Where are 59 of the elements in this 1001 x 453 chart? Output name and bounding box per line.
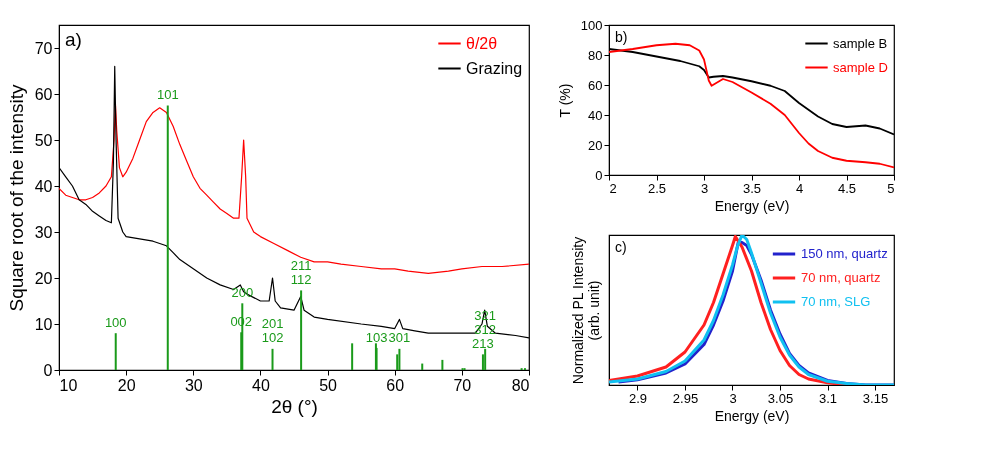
x-tick-label: 3 (729, 390, 737, 406)
x-tick-label: 40 (252, 376, 270, 394)
x-tick-label: 3.15 (862, 390, 889, 406)
y-tick-label: 0 (595, 167, 603, 183)
y-tick-label: 30 (34, 223, 53, 241)
legend-label: θ/2θ (466, 34, 498, 52)
annotation: 301 (388, 330, 411, 346)
y-tick-label: 40 (588, 107, 603, 123)
x-tick-label: 2.9 (628, 390, 648, 406)
x-tick-label: 2.95 (672, 390, 699, 406)
annotation: 213 (472, 335, 494, 351)
y-tick-label: 0 (43, 361, 53, 379)
x-tick-label: 50 (319, 376, 338, 394)
x-tick-label: 80 (511, 376, 530, 394)
x-tick-label: 4.5 (837, 180, 857, 196)
legend-label: Grazing (466, 59, 523, 77)
y-axis-title: Square root of the intensity (5, 83, 27, 312)
y-tick-label: 10 (34, 315, 53, 333)
y-axis-title: Normalized PL Intensity (arb. unit) (569, 236, 602, 385)
x-axis-title: 2θ (°) (271, 395, 318, 417)
annotation: b) (615, 29, 628, 45)
y-tick-label: 20 (588, 137, 603, 153)
x-tick-label: 2.5 (647, 180, 667, 196)
legend-label: 70 nm, SLG (801, 294, 871, 309)
y-tick-label: 50 (34, 131, 53, 149)
x-tick-label: 3.1 (818, 390, 838, 406)
annotation: 101 (156, 87, 179, 103)
legend-label: 70 nm, quartz (801, 270, 881, 285)
legend-label: sample D (833, 59, 888, 75)
x-axis-title: Energy (eV) (714, 407, 790, 424)
x-tick-label: 10 (59, 376, 78, 394)
x-tick-label: 70 (453, 376, 472, 394)
y-tick-label: 20 (34, 269, 53, 287)
y-tick-label: 60 (588, 77, 603, 93)
x-tick-label: 4 (795, 180, 804, 196)
y-tick-label: 80 (588, 47, 603, 63)
legend-label: 150 nm, quartz (801, 246, 888, 261)
x-tick-label: 3.05 (767, 390, 794, 406)
x-tick-label: 5 (887, 180, 895, 196)
y-tick-label: 60 (34, 85, 53, 103)
legend-label: sample B (833, 35, 888, 51)
x-tick-label: 3.5 (742, 180, 762, 196)
x-tick-label: 20 (117, 376, 136, 394)
annotation: 102 (261, 330, 284, 346)
annotation: 112 (290, 272, 312, 288)
x-axis-title: Energy (eV) (714, 197, 790, 214)
x-tick-label: 2 (609, 180, 617, 196)
annotation: 211 (290, 258, 312, 274)
y-tick-label: 70 (34, 39, 53, 57)
annotation: c) (615, 239, 627, 255)
x-tick-label: 3 (700, 180, 709, 196)
x-tick-label: 30 (184, 376, 203, 394)
annotation: 100 (104, 314, 127, 330)
annotation: 103 (365, 329, 388, 345)
y-axis-title: T (%) (556, 83, 573, 118)
y-tick-label: 100 (580, 17, 603, 33)
annotation: 201 (261, 316, 284, 332)
x-tick-label: 60 (386, 376, 405, 394)
annotation: a) (65, 29, 82, 50)
